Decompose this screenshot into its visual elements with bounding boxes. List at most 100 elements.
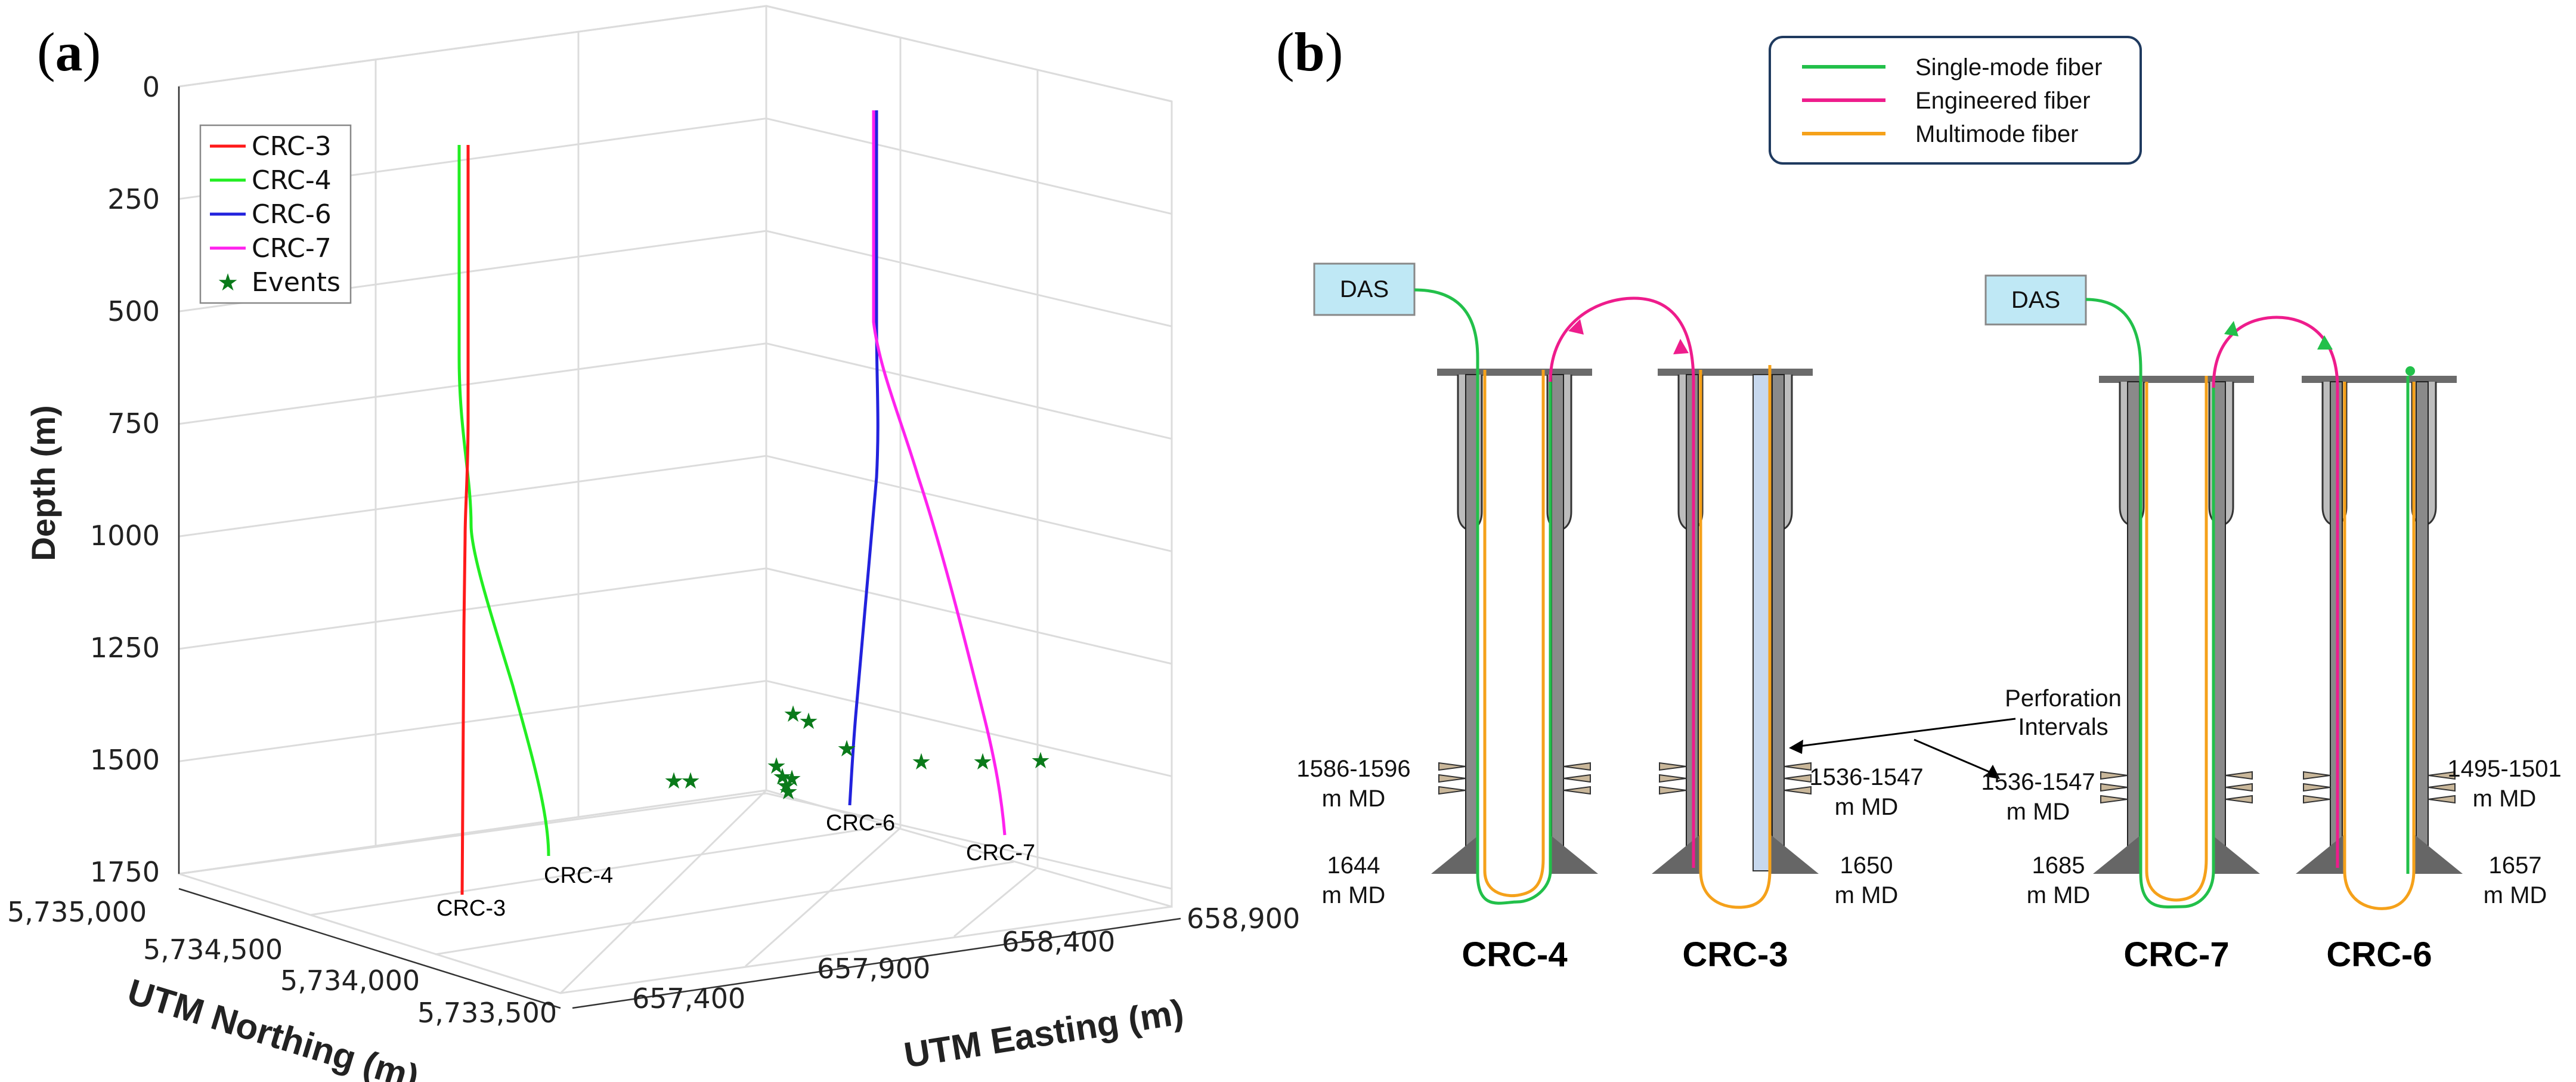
event-star-7: ★: [783, 701, 803, 727]
crc-7-perf-depth: 1536-1547: [1981, 769, 2095, 795]
crc-6-perf-unit: m MD: [2473, 786, 2537, 812]
perforation-right-crc-7-1: [2225, 783, 2253, 792]
northing-tick-5733500: 5,733,500: [417, 997, 557, 1029]
casing-wall-left-crc-4: [1465, 374, 1478, 871]
arrow-engineered-right-2: [2317, 335, 2333, 350]
crc-3-td-unit: m MD: [1835, 882, 1899, 908]
grid-h-left-5: [178, 567, 767, 650]
perforation-label-1: Perforation: [2005, 685, 2122, 712]
perforation-label-2: Intervals: [2018, 714, 2108, 740]
depth-tick-1000: 1000: [90, 520, 160, 552]
perforation-left-crc-3-2: [1659, 786, 1687, 795]
grid-h-right-7: [766, 792, 1172, 890]
legend-a-crc-3: CRC-3: [252, 131, 332, 162]
event-star-11: ★: [973, 749, 993, 775]
well-name-crc-6: CRC-6: [2326, 935, 2432, 974]
fiber-end-crc-6: [2405, 366, 2415, 376]
perforation-right-crc-4-2: [1563, 786, 1591, 795]
panel-a-label: (a): [37, 21, 101, 82]
base-left-crc-6: [2296, 835, 2343, 874]
floor-grid-2: [309, 824, 889, 916]
perforation-arrow-left: [1794, 718, 2016, 748]
fiber-multimode-right-b: [2343, 382, 2416, 910]
crc-7-perf-unit: m MD: [2007, 799, 2070, 825]
easting-tick-658900: 658,900: [1187, 902, 1300, 935]
perforation-left-crc-4-0: [1438, 762, 1466, 771]
perforation-right-crc-3-1: [1784, 774, 1812, 783]
panel-b: (b) Single-mode fiber Engineered fiber M…: [1276, 21, 2562, 974]
well-labels-a: CRC-3 CRC-4 CRC-6 CRC-7: [436, 811, 1035, 921]
event-star-9: ★: [837, 735, 857, 762]
depth-tick-750: 750: [107, 407, 160, 440]
das-box-right-rect: [1984, 274, 2087, 326]
panel-b-label: (b): [1276, 21, 1343, 82]
event-star-8: ★: [798, 708, 819, 734]
easting-tick-657900: 657,900: [817, 953, 930, 985]
base-right-crc-3: [1771, 835, 1819, 874]
base-right-crc-6: [2415, 835, 2463, 874]
casing-wall-right-crc-4: [1551, 374, 1564, 871]
perforation-arrowhead-left: [1789, 740, 1803, 754]
grid-h-right-0: [766, 5, 1172, 103]
northing-axis-line: [178, 888, 561, 1009]
perforation-right-crc-3-0: [1784, 762, 1812, 771]
perforation-right-crc-6-1: [2428, 783, 2456, 792]
legend-a-crc-6: CRC-6: [252, 199, 332, 230]
trajectories: [457, 110, 1007, 895]
fiber-arrows: [1568, 319, 2415, 376]
grid-h-left-4: [178, 455, 767, 537]
crc-4-perf-depth: 1586-1596: [1296, 756, 1410, 782]
casing-wall-right-crc-3: [1772, 374, 1785, 871]
grid-h-right-3: [766, 342, 1172, 440]
easting-tick-658400: 658,400: [1002, 926, 1115, 958]
casing-wall-right-crc-6: [2416, 381, 2429, 871]
crc-4-td-depth: 1644: [1327, 852, 1380, 879]
well-crc-6: [2296, 376, 2463, 874]
legend-b-engineered: Engineered fiber: [1915, 88, 2091, 114]
well-name-crc-3: CRC-3: [1682, 935, 1788, 974]
depth-annotations: 1586-1596 m MD 1644 m MD 1536-1547 m MD …: [1296, 756, 2561, 908]
event-star-5: ★: [776, 772, 796, 799]
easting-axis-line: [572, 917, 1181, 1009]
legend-b-multimode: Multimode fiber: [1915, 121, 2078, 147]
depth-tick-500: 500: [107, 295, 160, 327]
crc-4-perf-unit: m MD: [1322, 786, 1386, 812]
easting-axis-title: UTM Easting (m): [902, 992, 1187, 1075]
das-label-left: DAS: [1340, 276, 1389, 302]
well-schematics: [1431, 369, 2463, 874]
depth-axis-title: Depth (m): [24, 405, 62, 561]
perforation-left-crc-6-0: [2303, 771, 2331, 780]
perforation-right-crc-6-0: [2428, 771, 2456, 780]
event-star-10: ★: [911, 749, 931, 775]
legend-b-single-mode: Single-mode fiber: [1915, 54, 2103, 81]
perforation-left-crc-4-2: [1438, 786, 1466, 795]
fiber-engineered-right: [2212, 316, 2339, 868]
trajectory-crc-3: [460, 145, 470, 895]
perforation-left-crc-4-1: [1438, 774, 1466, 783]
well-crc-4: [1431, 369, 1598, 874]
well-label-crc-6: CRC-6: [826, 811, 895, 836]
gridlines-vertical: [374, 32, 1039, 867]
perforation-left-crc-7-1: [2100, 783, 2128, 792]
arrow-engineered-left-2: [1673, 339, 1689, 354]
fiber-single-mode-left: [1414, 288, 1552, 905]
well-label-crc-3: CRC-3: [436, 896, 506, 921]
crc-3-perf-unit: m MD: [1835, 794, 1899, 820]
well-name-crc-7: CRC-7: [2123, 935, 2229, 974]
perforation-left-crc-3-1: [1659, 774, 1687, 783]
perforation-left-crc-6-1: [2303, 783, 2331, 792]
event-star-1: ★: [664, 768, 684, 794]
das-box-right: DAS: [1984, 274, 2087, 326]
northing-tick-5734000: 5,734,000: [280, 964, 420, 997]
base-left-crc-3: [1652, 835, 1699, 874]
event-star-6: ★: [778, 778, 798, 805]
crc-3-perf-depth: 1536-1547: [1809, 764, 1923, 790]
well-crc-3: [1652, 369, 1819, 874]
legend-a-crc-4: CRC-4: [252, 165, 332, 196]
back-wall-right: [766, 5, 1173, 908]
perforation-left-crc-3-0: [1659, 762, 1687, 771]
well-label-crc-7: CRC-7: [966, 840, 1035, 865]
perforation-right-crc-7-2: [2225, 795, 2253, 804]
depth-tick-250: 250: [107, 183, 160, 215]
fiber-multimode-left-a: [1483, 370, 1545, 898]
